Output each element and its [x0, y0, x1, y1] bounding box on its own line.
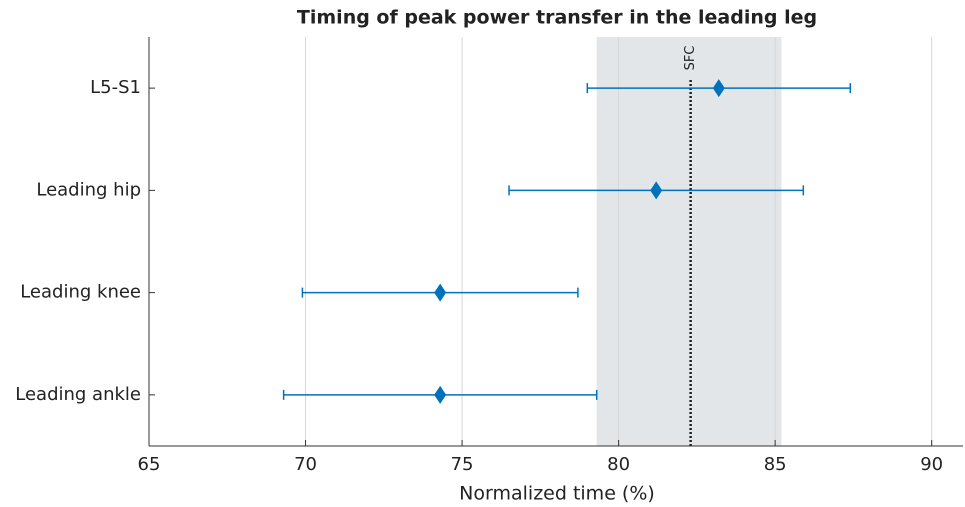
reference-label: SFC [683, 46, 698, 71]
y-tick-label: Leading ankle [15, 384, 141, 405]
x-tick-label: 70 [294, 454, 317, 475]
y-tick-label: Leading knee [20, 282, 141, 303]
y-tick-label: L5-S1 [90, 77, 141, 98]
chart-title: Timing of peak power transfer in the lea… [297, 7, 817, 29]
y-tick-label: Leading hip [36, 179, 141, 200]
point [650, 181, 663, 200]
point [434, 283, 447, 302]
x-tick-label: 85 [764, 454, 787, 475]
point [712, 79, 725, 98]
x-tick-label: 90 [920, 454, 943, 475]
x-tick-label: 75 [451, 454, 474, 475]
x-tick-label: 80 [607, 454, 630, 475]
x-axis-label: Normalized time (%) [459, 483, 655, 505]
point [434, 385, 447, 404]
x-tick-label: 65 [138, 454, 161, 475]
shaded-region [596, 37, 782, 446]
